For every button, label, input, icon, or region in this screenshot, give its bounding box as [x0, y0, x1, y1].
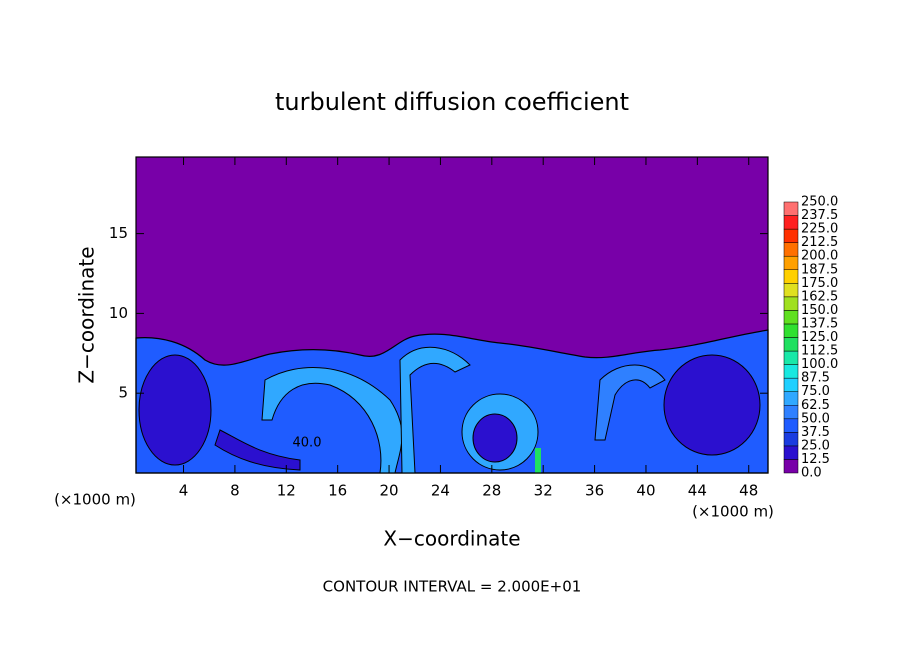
x-tick-label: 32: [534, 482, 553, 500]
colorbar-label: 62.5: [801, 398, 830, 413]
vortex: [138, 354, 212, 466]
eddy: [214, 429, 301, 471]
contour-label: 40.0: [293, 436, 322, 451]
colorbar-label: 225.0: [801, 222, 838, 237]
colorbar-label: 250.0: [801, 195, 838, 210]
colorbar-bin: [783, 337, 799, 352]
colorbar-bin: [783, 445, 799, 460]
colorbar-bin: [783, 296, 799, 311]
colorbar-label: 212.5: [801, 235, 838, 250]
colorbar-label: 162.5: [801, 289, 838, 304]
colorbar-bin: [783, 242, 799, 257]
colorbar-label: 75.0: [801, 384, 830, 399]
x-tick-label: 4: [179, 482, 189, 500]
colorbar-label: 237.5: [801, 208, 838, 223]
colorbar-label: 12.5: [801, 452, 830, 467]
y-tick-label: 5: [118, 384, 128, 402]
x-tick-label: 12: [277, 482, 296, 500]
shear-band: [594, 364, 666, 441]
y-tick-label: 15: [109, 224, 128, 242]
colorbar-label: 0.0: [801, 466, 822, 481]
colorbar-label: 37.5: [801, 425, 830, 440]
colorbar-bin: [783, 228, 799, 243]
vortex: [663, 354, 761, 456]
colorbar-label: 100.0: [801, 357, 838, 372]
colorbar-bin: [783, 459, 799, 474]
shear-band: [399, 346, 471, 474]
x-tick-label: 48: [739, 482, 758, 500]
chart-title: turbulent diffusion coefficient: [275, 88, 629, 116]
colorbar-bin: [783, 269, 799, 284]
field: 40.0: [135, 157, 769, 474]
colorbar-bin: [783, 391, 799, 406]
colorbar-bin: [783, 405, 799, 420]
plot-frame: [135, 156, 769, 474]
colorbar-label: 25.0: [801, 438, 830, 453]
x-tick-label: 36: [585, 482, 604, 500]
z-unit-label: (×1000 m): [54, 491, 136, 509]
plume: [535, 448, 541, 473]
colorbar-label: 87.5: [801, 371, 830, 386]
x-tick-label: 24: [431, 482, 450, 500]
colorbar-label: 112.5: [801, 344, 838, 359]
colorbar-label: 125.0: [801, 330, 838, 345]
colorbar-bin: [783, 418, 799, 433]
colorbar-label: 187.5: [801, 262, 838, 277]
colorbar-bin: [783, 364, 799, 379]
colorbar-bin: [783, 432, 799, 447]
colorbar-label: 175.0: [801, 276, 838, 291]
colorbar-label: 150.0: [801, 303, 838, 318]
colorbar-label: 137.5: [801, 316, 838, 331]
x-tick-label: 16: [328, 482, 347, 500]
x-tick-label: 8: [230, 482, 240, 500]
colorbar-bin: [783, 215, 799, 230]
x-tick-label: 28: [482, 482, 501, 500]
colorbar-bin: [783, 255, 799, 271]
colorbar-label: 200.0: [801, 249, 838, 264]
colorbar-bin: [783, 201, 799, 216]
vortex-core: [472, 413, 518, 463]
x-unit-label: (×1000 m): [692, 503, 774, 521]
x-tick-label: 44: [688, 482, 707, 500]
x-axis-label: X−coordinate: [383, 527, 520, 551]
colorbar-bin: [783, 283, 799, 298]
colorbar-bin: [783, 350, 799, 365]
colorbar-label: 50.0: [801, 411, 830, 426]
colorbar-bin: [783, 310, 799, 325]
colorbar-bin: [783, 377, 799, 392]
x-tick-label: 20: [380, 482, 399, 500]
y-axis-label: Z−coordinate: [75, 246, 99, 383]
x-tick-label: 40: [636, 482, 655, 500]
turbulent-region: [135, 329, 769, 474]
colorbar-bin: [783, 323, 799, 338]
footnote: CONTOUR INTERVAL = 2.000E+01: [323, 578, 582, 596]
y-tick-label: 10: [109, 304, 128, 322]
